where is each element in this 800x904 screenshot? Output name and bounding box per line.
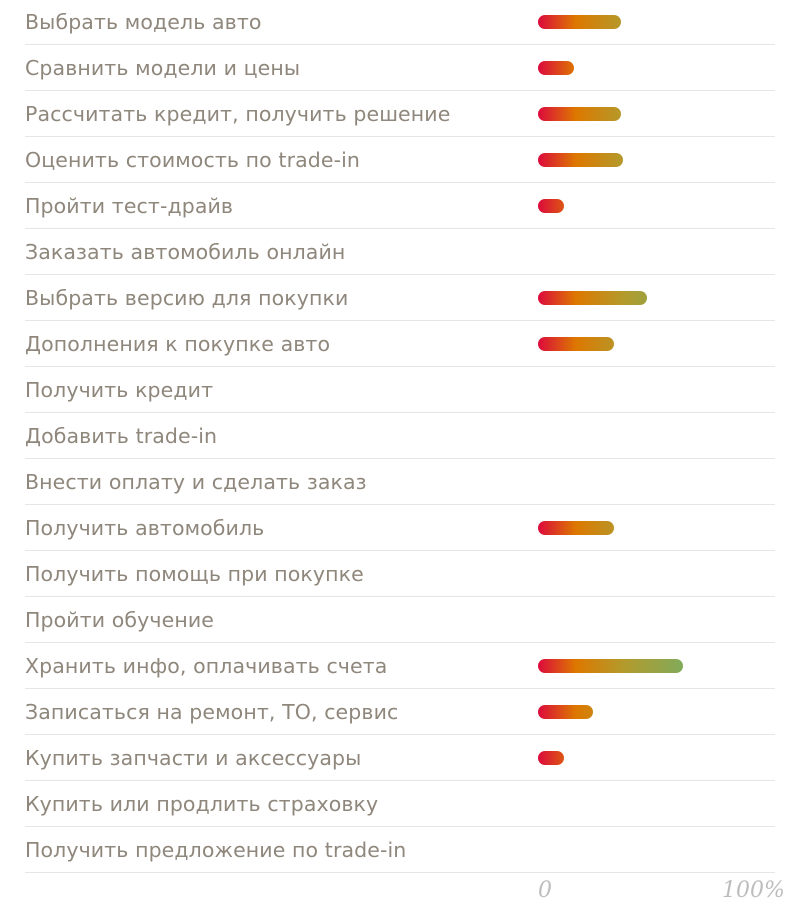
bar bbox=[538, 198, 565, 213]
category-label: Выбрать версию для покупки bbox=[25, 285, 349, 310]
bar bbox=[538, 658, 683, 673]
chart-row: Хранить инфо, оплачивать счета bbox=[25, 643, 775, 689]
category-label: Выбрать модель авто bbox=[25, 10, 262, 34]
category-label: Получить кредит bbox=[25, 377, 214, 402]
bar bbox=[538, 15, 621, 29]
category-label: Заказать автомобиль онлайн bbox=[25, 239, 346, 264]
category-label: Хранить инфо, оплачивать счета bbox=[25, 653, 388, 678]
chart-row: Пройти обучение bbox=[25, 597, 775, 643]
category-label: Записаться на ремонт, ТО, сервис bbox=[25, 699, 399, 724]
category-label: Оценить стоимость по trade-in bbox=[25, 147, 360, 172]
category-label: Пройти обучение bbox=[25, 607, 214, 632]
category-label: Внести оплату и сделать заказ bbox=[25, 469, 367, 494]
chart-row: Сравнить модели и цены bbox=[25, 45, 775, 91]
chart-row: Купить запчасти и аксессуары bbox=[25, 735, 775, 781]
bar bbox=[538, 520, 614, 535]
chart-row: Выбрать версию для покупки bbox=[25, 275, 775, 321]
chart-row: Внести оплату и сделать заказ bbox=[25, 459, 775, 505]
chart-row: Добавить trade-in bbox=[25, 413, 775, 459]
bar bbox=[538, 750, 565, 765]
chart-rows: Выбрать модель авто Сравнить модели и цен… bbox=[25, 0, 775, 873]
chart-row: Выбрать модель авто bbox=[25, 0, 775, 45]
chart-row: Дополнения к покупке авто bbox=[25, 321, 775, 367]
category-label: Купить запчасти и аксессуары bbox=[25, 745, 362, 770]
category-label: Рассчитать кредит, получить решение bbox=[25, 101, 451, 126]
chart-row: Записаться на ремонт, ТО, сервис bbox=[25, 689, 775, 735]
category-label: Купить или продлить страховку bbox=[25, 791, 379, 816]
category-label: Пройти тест-драйв bbox=[25, 193, 234, 218]
bar bbox=[538, 60, 574, 75]
chart-row: Получить автомобиль bbox=[25, 505, 775, 551]
category-label: Дополнения к покупке авто bbox=[25, 331, 331, 356]
chart-row: Получить кредит bbox=[25, 367, 775, 413]
bar bbox=[538, 106, 621, 121]
chart-row: Получить предложение по trade-in bbox=[25, 827, 775, 873]
chart-row: Оценить стоимость по trade-in bbox=[25, 137, 775, 183]
category-label: Добавить trade-in bbox=[25, 423, 218, 448]
category-label: Получить автомобиль bbox=[25, 515, 265, 540]
category-label: Получить предложение по trade-in bbox=[25, 837, 407, 862]
chart-row: Заказать автомобиль онлайн bbox=[25, 229, 775, 275]
category-label: Сравнить модели и цены bbox=[25, 55, 301, 80]
chart-row: Рассчитать кредит, получить решение bbox=[25, 91, 775, 137]
bar bbox=[538, 704, 593, 719]
chart-row: Пройти тест-драйв bbox=[25, 183, 775, 229]
category-label: Получить помощь при покупке bbox=[25, 561, 364, 586]
x-tick-label-100: 100% bbox=[722, 878, 785, 903]
chart-row: Купить или продлить страховку bbox=[25, 781, 775, 827]
bar bbox=[538, 152, 624, 167]
x-tick-label-0: 0 bbox=[538, 878, 552, 903]
bar bbox=[538, 336, 614, 351]
chart-row: Получить помощь при покупке bbox=[25, 551, 775, 597]
bar bbox=[538, 290, 648, 305]
